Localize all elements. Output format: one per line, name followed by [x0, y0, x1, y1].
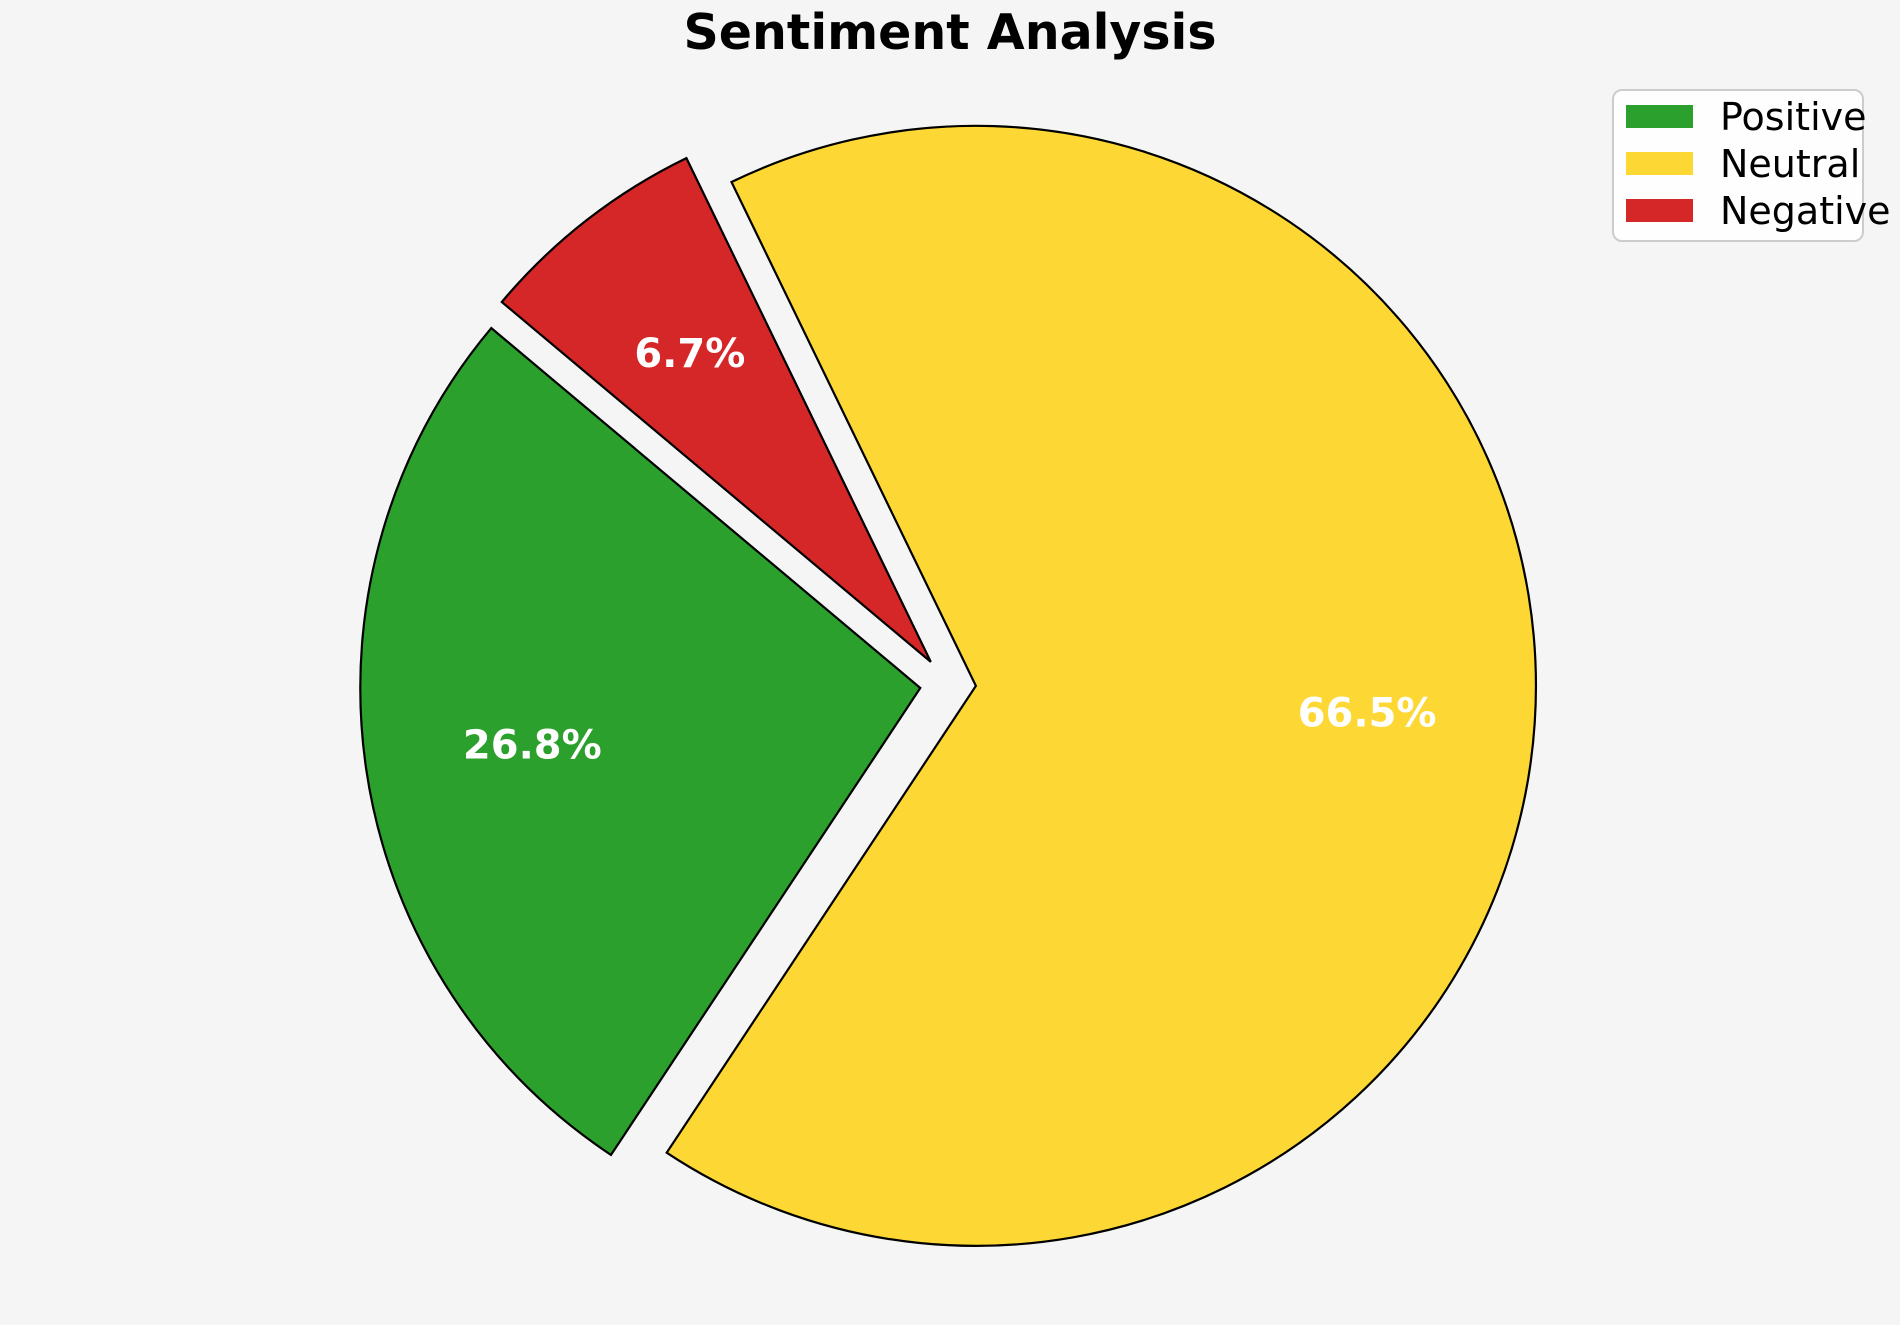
- legend-label-negative: Negative: [1720, 188, 1891, 233]
- legend-swatch-neutral: [1626, 152, 1693, 175]
- pct-label-negative: 6.7%: [634, 331, 745, 377]
- legend-item-negative: Negative: [1626, 187, 1891, 234]
- chart-title: Sentiment Analysis: [683, 4, 1217, 61]
- legend-item-positive: Positive: [1626, 93, 1867, 140]
- legend-label-neutral: Neutral: [1720, 141, 1861, 186]
- pie-slice-positive: [359, 326, 922, 1157]
- legend: Positive Neutral Negative: [1612, 89, 1891, 242]
- pie-slice-negative: [500, 156, 932, 663]
- legend-swatch-negative: [1626, 199, 1693, 222]
- pct-label-neutral: 66.5%: [1298, 690, 1437, 736]
- legend-swatch-positive: [1626, 105, 1693, 128]
- legend-item-neutral: Neutral: [1626, 140, 1862, 187]
- legend-label-positive: Positive: [1720, 94, 1867, 139]
- pct-label-positive: 26.8%: [463, 723, 602, 769]
- pie-slice-neutral: [665, 124, 1537, 1247]
